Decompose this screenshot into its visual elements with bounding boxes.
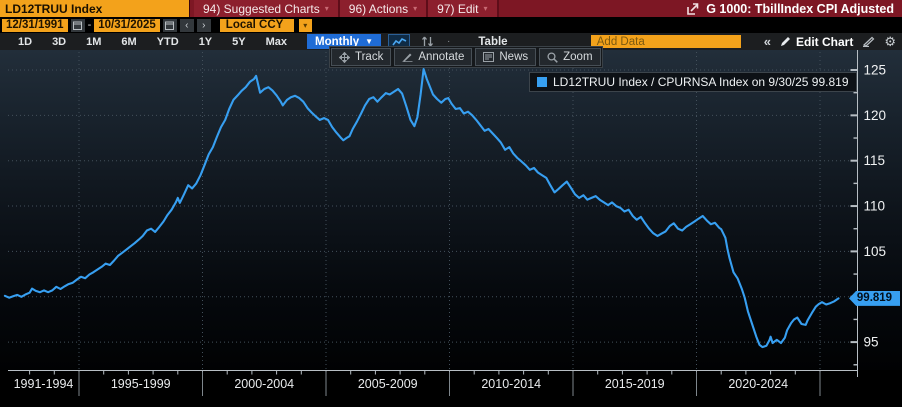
add-data-input[interactable]: Add Data <box>590 35 741 48</box>
x-period-label: 1995-1999 <box>111 377 171 391</box>
more-options-button[interactable]: · <box>447 36 451 47</box>
tool-annotate-button[interactable]: Annotate <box>394 48 473 66</box>
news-icon <box>483 52 495 62</box>
date-range-row: 12/31/1991 - 10/31/2025 ‹ › Local CCY ▾ <box>0 17 902 33</box>
currency-caret-icon[interactable]: ▾ <box>298 18 312 32</box>
menu-bar: 94) Suggested Charts ▾ 96) Actions ▾ 97) Edi… <box>194 0 499 17</box>
start-date-calendar-icon[interactable] <box>70 18 85 32</box>
period-tab-max[interactable]: Max <box>265 35 288 48</box>
last-price-badge: 99.819 <box>849 290 900 306</box>
y-tick-label: 115 <box>864 153 886 168</box>
period-tab-1m[interactable]: 1M <box>86 35 102 48</box>
y-tick-label: 105 <box>864 244 887 259</box>
next-period-button[interactable]: › <box>196 18 211 32</box>
annotate-icon <box>402 52 413 62</box>
y-tick-label: 95 <box>864 335 879 350</box>
period-tab-1y[interactable]: 1Y <box>198 35 213 48</box>
y-tick-label: 110 <box>864 199 886 214</box>
security-field[interactable]: LD12TRUU Index <box>0 0 190 17</box>
x-period-label: 2005-2009 <box>358 377 418 391</box>
frequency-dropdown[interactable]: Monthly ▼ <box>307 34 382 49</box>
tool-zoom-button[interactable]: Zoom <box>539 48 601 66</box>
period-tab-5y[interactable]: 5Y <box>232 35 246 48</box>
chevron-down-icon: ▼ <box>365 37 374 46</box>
y-tick-label: 125 <box>864 63 887 78</box>
chart-title: G 1000: TbillIndex CPI Adjusted <box>706 1 894 16</box>
date-separator: - <box>87 19 92 31</box>
period-tab-ytd[interactable]: YTD <box>156 35 179 48</box>
export-icon[interactable] <box>687 2 699 15</box>
start-date-input[interactable]: 12/31/1991 <box>2 18 68 32</box>
period-tab-3d[interactable]: 3D <box>52 35 67 48</box>
chart-tools-toolbar: Track Annotate News Zoom <box>329 46 603 68</box>
chart-toolbar-row: 1D 3D 1M 6M YTD 1Y 5Y Max Monthly ▼ · Table Add… <box>0 33 902 50</box>
tool-label: Track <box>355 51 384 63</box>
end-date-calendar-icon[interactable] <box>162 18 177 32</box>
collapse-panel-button[interactable]: « <box>763 34 771 49</box>
x-period-label: 2020-2024 <box>728 377 788 391</box>
period-tabs: 1D 3D 1M 6M YTD 1Y 5Y Max <box>8 36 297 48</box>
tool-track-button[interactable]: Track <box>331 48 392 66</box>
edit-chart-button[interactable]: Edit Chart <box>780 35 853 49</box>
line-chart-type-icon[interactable] <box>388 33 411 50</box>
prev-period-button[interactable]: ‹ <box>179 18 194 32</box>
x-period-label: 2015-2019 <box>605 377 665 391</box>
edit-chart-label: Edit Chart <box>796 34 854 49</box>
tool-label: Zoom <box>563 51 593 63</box>
frequency-label: Monthly <box>315 35 360 48</box>
x-period-label: 2010-2014 <box>481 377 541 391</box>
zoom-icon <box>547 51 558 63</box>
period-tab-1d[interactable]: 1D <box>18 35 33 48</box>
y-tick-label: 120 <box>864 108 887 123</box>
price-line <box>3 68 840 349</box>
menu--actions[interactable]: 96) Actions ▾ <box>339 0 429 17</box>
compare-sort-icon[interactable] <box>417 35 437 49</box>
track-icon <box>339 51 350 63</box>
table-button[interactable]: Table <box>478 35 508 48</box>
series-legend-label: LD12TRUU Index / CPURNSA Index on 9/30/2… <box>553 75 849 89</box>
menu--suggested-charts[interactable]: 94) Suggested Charts ▾ <box>194 0 340 17</box>
tool-label: Annotate <box>418 51 465 63</box>
period-tab-6m[interactable]: 6M <box>121 35 137 48</box>
currency-select[interactable]: Local CCY <box>219 18 294 32</box>
menu--edit[interactable]: 97) Edit ▾ <box>428 0 499 17</box>
gear-icon[interactable]: ⚙ <box>884 33 896 49</box>
series-swatch-icon <box>537 77 547 87</box>
annotate-pen-icon[interactable] <box>862 36 875 47</box>
x-period-label: 1991-1994 <box>14 377 74 391</box>
end-date-input[interactable]: 10/31/2025 <box>94 18 160 32</box>
series-legend[interactable]: LD12TRUU Index / CPURNSA Index on 9/30/2… <box>529 72 857 92</box>
tool-news-button[interactable]: News <box>475 48 537 66</box>
title-bar: LD12TRUU Index 94) Suggested Charts ▾ 96) … <box>0 0 902 17</box>
tool-label: News <box>499 51 529 63</box>
pencil-icon <box>781 37 790 46</box>
x-period-label: 2000-2004 <box>234 377 294 391</box>
